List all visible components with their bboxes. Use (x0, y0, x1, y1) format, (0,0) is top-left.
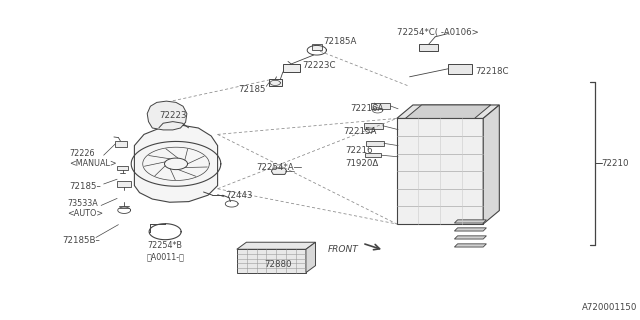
Text: 72216: 72216 (346, 146, 373, 155)
Polygon shape (448, 64, 472, 74)
Polygon shape (454, 244, 486, 247)
Polygon shape (237, 242, 316, 249)
Polygon shape (134, 125, 218, 202)
Polygon shape (269, 79, 282, 86)
Polygon shape (117, 166, 128, 170)
Polygon shape (366, 141, 384, 146)
Polygon shape (365, 153, 381, 157)
Polygon shape (371, 103, 390, 109)
Polygon shape (312, 44, 322, 50)
Text: A720001150: A720001150 (582, 303, 638, 312)
Polygon shape (271, 168, 287, 174)
Text: 72185A: 72185A (323, 37, 356, 46)
Polygon shape (364, 123, 383, 129)
Polygon shape (115, 141, 127, 147)
Text: 72185B–: 72185B– (62, 236, 100, 245)
Text: 71920Δ: 71920Δ (346, 159, 379, 168)
Text: 72254*C( -A0106>: 72254*C( -A0106> (397, 28, 479, 36)
Polygon shape (283, 64, 300, 72)
Text: 72226
<MANUAL>: 72226 <MANUAL> (69, 149, 116, 168)
Text: 72254*A—: 72254*A— (256, 163, 302, 172)
Text: 72443: 72443 (225, 191, 253, 200)
Text: FRONT: FRONT (328, 245, 358, 254)
Polygon shape (406, 105, 491, 118)
Polygon shape (454, 220, 486, 223)
Text: 72185–: 72185– (69, 182, 101, 191)
Text: 72215A: 72215A (343, 127, 376, 136)
Polygon shape (306, 242, 316, 273)
Text: 73533A
<AUTO>: 73533A <AUTO> (67, 199, 103, 218)
Polygon shape (483, 105, 499, 224)
Polygon shape (237, 249, 306, 273)
Polygon shape (454, 228, 486, 231)
Text: 72210: 72210 (602, 159, 629, 168)
Polygon shape (419, 44, 438, 51)
Polygon shape (397, 118, 483, 224)
Text: 72216A: 72216A (351, 104, 384, 113)
Text: 72185: 72185 (239, 85, 266, 94)
Text: 72223C: 72223C (303, 61, 336, 70)
Polygon shape (117, 181, 131, 187)
Polygon shape (147, 101, 187, 130)
Text: 72880: 72880 (265, 260, 292, 269)
Text: 72254*B
（A0011-）: 72254*B （A0011-） (146, 242, 184, 261)
Polygon shape (454, 236, 486, 239)
Polygon shape (397, 105, 499, 118)
Text: 72223: 72223 (159, 111, 186, 120)
Text: 72218C: 72218C (475, 67, 508, 76)
